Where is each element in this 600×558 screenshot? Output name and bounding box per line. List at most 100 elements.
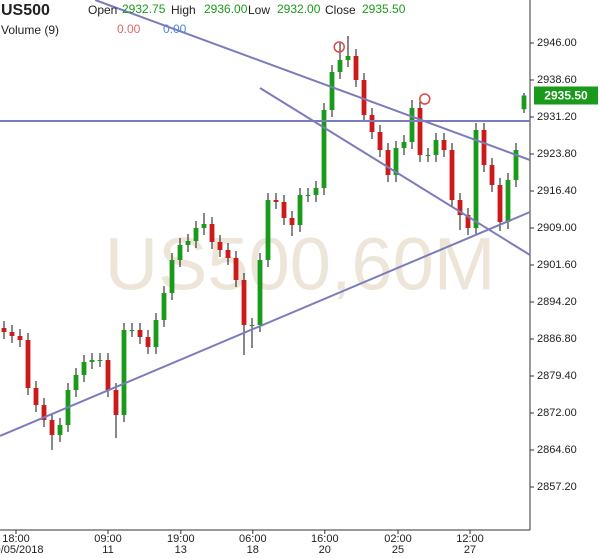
quote-value: 2935.50 [362,2,406,16]
candle-body [473,130,479,228]
candle-body [209,224,215,242]
candle-body [225,250,231,258]
candle-body [25,340,31,388]
candle-body [305,195,311,196]
candle-body [89,360,95,362]
candle-body [137,330,143,337]
y-tick-label: 2857.20 [537,481,577,493]
candle-body [465,215,471,228]
candle-body [153,320,159,347]
candle-body [169,260,175,293]
x-tick-date: 25 [392,544,404,556]
candle-body [505,180,511,222]
quote-label: Open [88,3,117,17]
marker [419,93,431,105]
last-price-box [534,86,598,105]
x-tick-label: 12:00 [456,533,484,545]
x-tick-date: 13 [175,544,187,556]
candle-body [97,360,103,361]
candle-body [129,330,135,331]
candle-body [33,388,39,405]
candle-body [353,56,359,80]
quote-label: Low [248,3,270,17]
trend-line [94,0,531,161]
quote-value: 2932.75 [122,2,166,16]
y-tick-label: 2872.00 [537,407,577,419]
candle-body [425,155,431,156]
candle-body [337,60,343,72]
candle-body [201,224,207,228]
candle-body [393,148,399,175]
quote-label: Close [325,3,356,17]
candle-body [521,95,527,110]
x-tick-label: 06:00 [239,533,267,545]
candle-body [313,188,319,195]
y-tick-label: 2946.00 [537,37,577,49]
marker [333,41,345,53]
candle-body [321,110,327,188]
symbol: US500 [1,2,50,19]
y-tick-label: 2864.60 [537,444,577,456]
candle-body [281,202,287,218]
candle-body [185,241,191,245]
candle-body [433,140,439,155]
candle-body [289,218,295,225]
indicator-value: 0.00 [117,22,141,36]
candle-body [457,200,463,215]
y-tick-label: 2886.80 [537,333,577,345]
y-tick-label: 2931.20 [537,111,577,123]
candle-body [497,185,503,222]
y-tick-label: 2894.20 [537,296,577,308]
candle-body [145,337,151,347]
candle-body [1,328,7,332]
y-tick-label: 2938.60 [537,74,577,86]
x-tick-date: 09/05/2018 [0,544,44,556]
candle-body [361,80,367,115]
y-tick-label: 2901.60 [537,259,577,271]
candle-body [49,420,55,435]
y-tick-label: 2909.00 [537,222,577,234]
quote-value: 2932.00 [277,2,321,16]
candle-body [377,132,383,150]
candle-body [121,330,127,415]
candle-body [161,293,167,320]
indicator-label: Volume (9) [1,23,59,37]
candle-body [257,260,263,325]
candle-body [273,200,279,202]
quote-label: High [171,3,196,17]
x-tick-date: 18 [247,544,259,556]
x-tick-date: 20 [319,544,331,556]
candle-body [409,108,415,142]
x-tick-label: 18:00 [2,533,30,545]
candle-body [369,115,375,132]
candle-body [9,332,15,336]
candle-body [401,142,407,148]
candle-body [249,325,255,326]
trend-line [259,87,531,256]
y-tick-label: 2879.40 [537,370,577,382]
candle-body [73,375,79,390]
x-tick-label: 19:00 [167,533,195,545]
candle-body [81,362,87,375]
candle-body [441,140,447,150]
candle-body [345,56,351,60]
candle-body [57,425,63,435]
candle-body [481,130,487,165]
candle-body [385,150,391,175]
candle-body [17,336,23,340]
candle-body [449,150,455,200]
candle-body [105,360,111,390]
trend-line [0,211,531,437]
candle-body [233,258,239,280]
candle-body [265,200,271,260]
candle-body [113,390,119,415]
indicator-value: 0.00 [163,22,187,36]
candle-body [297,195,303,225]
candle-body [217,242,223,250]
candle-body [489,165,495,185]
y-tick-label: 2916.40 [537,185,577,197]
candle-body [193,228,199,241]
last-price-label: 2935.50 [544,89,588,103]
x-tick-date: 11 [102,544,113,556]
x-tick-label: 16:00 [311,533,339,545]
